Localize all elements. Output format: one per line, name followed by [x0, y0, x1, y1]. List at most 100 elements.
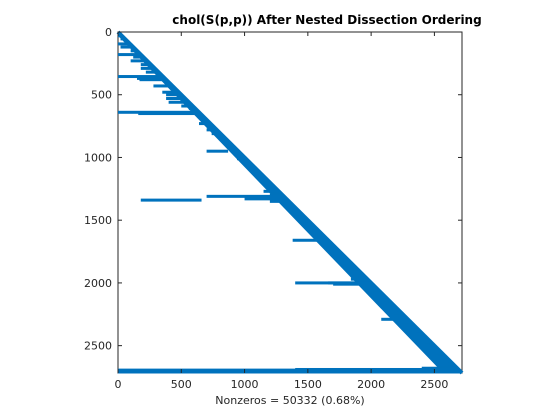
nonzero-row-segment [383, 298, 389, 302]
y-tick-label: 1000 [84, 151, 112, 164]
nonzero-row-segment [416, 332, 424, 336]
nonzero-row-segment [345, 263, 354, 267]
nonzero-row-segment [145, 70, 159, 74]
nonzero-row-segment [421, 336, 427, 340]
nonzero-row-segment [206, 128, 217, 132]
nonzero-row-segment [333, 282, 373, 286]
nonzero-row-segment [254, 169, 259, 173]
nonzero-row-segment [295, 212, 302, 216]
nonzero-row-segment [138, 112, 201, 116]
nonzero-row-segment [153, 84, 173, 88]
nonzero-row-segment [199, 122, 211, 126]
nonzero-row-segment [244, 197, 287, 201]
nonzero-row-segment [439, 355, 446, 359]
nonzero-row-segment [188, 107, 196, 111]
nonzero-row-segment [221, 139, 229, 143]
nonzero-row-segment [249, 167, 256, 171]
nonzero-row-segment [211, 132, 221, 136]
nonzero-row-segment [120, 45, 134, 49]
nonzero-row-segment [391, 306, 397, 310]
nonzero-row-segment [242, 159, 249, 163]
nonzero-row-segment [288, 204, 294, 208]
nonzero-row-segment [130, 49, 137, 53]
nonzero-row-segment [330, 247, 337, 251]
nonzero-row-segment [120, 37, 125, 41]
nonzero-row-segment [216, 134, 224, 138]
x-tick-label: 0 [115, 378, 122, 391]
nonzero-row-segment [386, 302, 393, 306]
y-tick-label: 0 [105, 26, 112, 39]
y-tick-label: 500 [91, 89, 112, 102]
nonzero-row-segment [168, 100, 189, 104]
nonzero-row-segment [355, 271, 362, 275]
x-tick-label: 2500 [420, 378, 448, 391]
x-tick-label: 2000 [357, 378, 385, 391]
nonzero-row-segment [312, 229, 320, 233]
nonzero-row-segment [401, 320, 411, 324]
nonzero-row-segment [300, 216, 306, 220]
nonzero-row-segment [350, 277, 368, 281]
nonzero-row-segment [320, 236, 326, 240]
nonzero-row-segment [292, 208, 298, 212]
nonzero-row-segment [269, 199, 289, 203]
nonzero-row-segment [338, 255, 345, 259]
nonzero-row-segment [424, 340, 431, 344]
nonzero-row-segment [317, 233, 324, 237]
nonzero-row-segment [118, 34, 122, 38]
x-axis-label: Nonzeros = 50332 (0.68%) [215, 394, 364, 407]
nonzero-row-segment [429, 344, 435, 348]
nonzero-row-segment [262, 178, 268, 182]
x-tick-label: 500 [171, 378, 192, 391]
nonzero-row-segment [411, 329, 420, 333]
nonzero-row-segment [398, 315, 406, 319]
chart-title: chol(S(p,p)) After Nested Dissection Ord… [172, 13, 481, 27]
nonzero-row-segment [325, 243, 334, 247]
nonzero-row-segment [257, 174, 264, 178]
nonzero-row-segment [140, 63, 151, 67]
nonzero-row-segment [269, 186, 275, 190]
nonzero-row-segment [381, 317, 408, 321]
y-tick-label: 2000 [84, 277, 112, 290]
nonzero-row-segment [118, 53, 141, 57]
nonzero-row-segment [442, 359, 450, 363]
nonzero-row-segment [368, 286, 377, 290]
y-tick-label: 2500 [84, 340, 112, 353]
nonzero-row-segment [447, 362, 454, 366]
nonzero-row-segment [292, 238, 329, 242]
nonzero-row-segment [118, 370, 461, 374]
nonzero-row-segment [264, 181, 270, 185]
nonzero-row-segment [118, 42, 131, 46]
nonzero-row-segment [139, 78, 167, 82]
nonzero-row-segment [358, 275, 365, 279]
x-tick-label: 1000 [231, 378, 259, 391]
x-tick-label: 1500 [294, 378, 322, 391]
nonzero-row-segment [181, 104, 193, 108]
nonzero-row-segment [162, 90, 179, 94]
nonzero-row-segment [133, 55, 144, 59]
nonzero-row-segment [434, 351, 443, 355]
nonzero-row-segment [206, 149, 229, 153]
nonzero-row-segment [130, 59, 148, 63]
nonzero-row-segment [235, 150, 240, 154]
nonzero-row-segment [263, 189, 279, 193]
nonzero-row-segment [393, 311, 402, 315]
plot-area: 0 500 1000 1500 2000 2500 0 500 1000 1500 2000 2500 [84, 26, 464, 391]
nonzero-row-segment [166, 93, 182, 97]
nonzero-row-segment [307, 226, 316, 230]
y-tick-label: 1500 [84, 214, 112, 227]
sparsity-pattern [116, 30, 464, 375]
nonzero-row-segment [236, 157, 246, 161]
nonzero-row-segment [118, 368, 460, 372]
nonzero-row-segment [343, 260, 350, 264]
nonzero-row-segment [204, 118, 207, 122]
nonzero-row-segment [431, 347, 439, 351]
nonzero-row-segment [140, 66, 155, 70]
axis-ticks: 0 500 1000 1500 2000 2500 0 500 1000 1500 2000 2500 [84, 26, 462, 391]
nonzero-row-segment [333, 251, 341, 255]
nonzero-row-segment [378, 295, 386, 299]
nonzero-row-segment [305, 219, 310, 223]
nonzero-row-segment [166, 96, 186, 100]
nonzero-row-segment [245, 163, 253, 167]
nonzero-row-segment [350, 267, 358, 271]
